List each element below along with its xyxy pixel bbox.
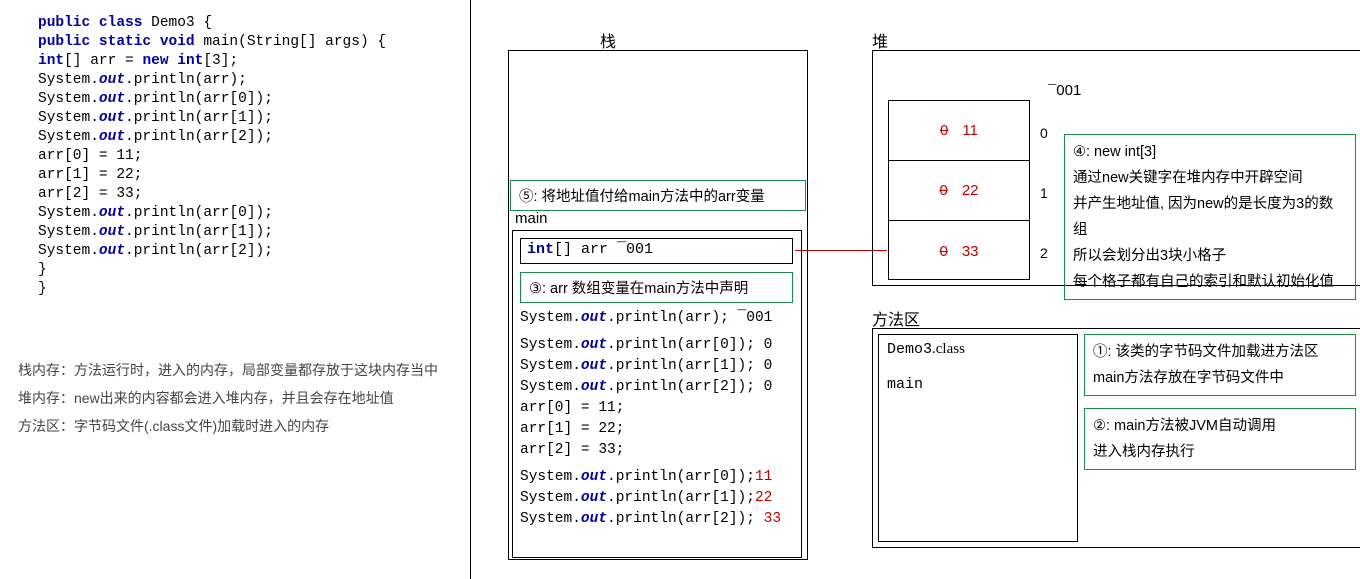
class-box: Demo3.class main	[878, 334, 1078, 542]
idx-2: 2	[1040, 245, 1048, 261]
heap-title: 堆	[872, 28, 888, 52]
source-code: public class Demo3 { public static void …	[38, 14, 386, 299]
stack-title: 栈	[600, 28, 616, 52]
method-title: 方法区	[872, 306, 920, 330]
divider-line	[470, 0, 471, 579]
stack-body: System.out.println(arr); ¯001 System.out…	[520, 308, 781, 530]
note-5: ⑤: 将地址值付给main方法中的arr变量	[510, 180, 806, 211]
memory-explain: 栈内存：方法运行时，进入的内存，局部变量都存放于这块内存当中 堆内存：new出来…	[18, 356, 438, 440]
var-decl: int[] arr ¯001	[520, 238, 793, 264]
note-1: ①: 该类的字节码文件加载进方法区 main方法存放在字节码文件中	[1084, 334, 1356, 396]
heap-addr: ¯001	[1048, 82, 1081, 99]
note-3: ③: arr 数组变量在main方法中声明	[520, 272, 793, 303]
note-4: ④: new int[3] 通过new关键字在堆内存中开辟空间 并产生地址值, …	[1064, 134, 1356, 300]
idx-1: 1	[1040, 185, 1048, 201]
main-label: main	[515, 210, 548, 227]
heap-array: 011 022 033	[888, 100, 1030, 280]
note-2: ②: main方法被JVM自动调用 进入栈内存执行	[1084, 408, 1356, 470]
idx-0: 0	[1040, 125, 1048, 141]
